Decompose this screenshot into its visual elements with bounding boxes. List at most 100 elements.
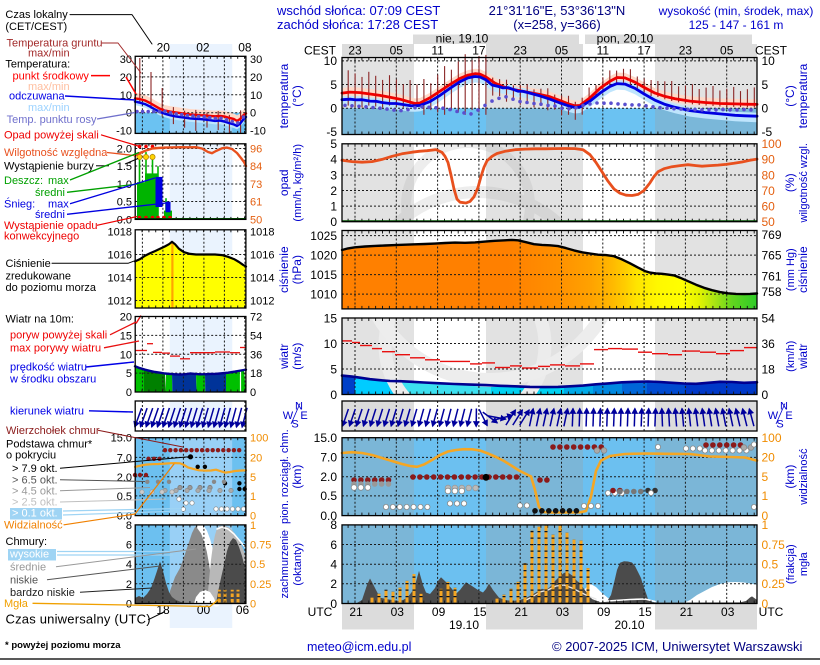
- svg-text:2.0: 2.0: [117, 472, 132, 484]
- svg-text:Wystąpienie burzy: Wystąpienie burzy: [4, 161, 94, 173]
- svg-text:30: 30: [250, 54, 262, 66]
- svg-text:0: 0: [330, 102, 337, 116]
- svg-text:1014: 1014: [250, 273, 274, 285]
- svg-text:758: 758: [762, 285, 782, 299]
- svg-text:21: 21: [515, 605, 529, 619]
- svg-text:1.5: 1.5: [117, 161, 132, 173]
- svg-text:wiatr: wiatr: [796, 344, 810, 370]
- svg-text:10: 10: [324, 54, 338, 68]
- svg-text:73: 73: [250, 179, 262, 191]
- svg-text:1018: 1018: [108, 227, 132, 239]
- svg-text:1010: 1010: [310, 287, 337, 301]
- svg-text:niskie: niskie: [10, 574, 38, 586]
- svg-text:761: 761: [762, 270, 782, 284]
- svg-text:0: 0: [330, 597, 337, 611]
- svg-text:do poziomu morza: do poziomu morza: [6, 282, 97, 294]
- svg-text:50: 50: [250, 214, 262, 226]
- svg-text:© 2007-2025 ICM, Uniwersytet W: © 2007-2025 ICM, Uniwersytet Warszawski: [552, 639, 803, 654]
- svg-text:temperatura: temperatura: [796, 63, 810, 128]
- svg-text:36: 36: [762, 337, 776, 351]
- svg-text:1012: 1012: [250, 296, 274, 308]
- svg-text:10: 10: [250, 90, 262, 102]
- svg-text:0: 0: [250, 387, 256, 399]
- svg-text:Ciśnienie: Ciśnienie: [6, 258, 51, 270]
- svg-text:100: 100: [250, 433, 268, 445]
- svg-text:09: 09: [432, 605, 446, 619]
- svg-text:średni: średni: [35, 187, 65, 199]
- svg-text:1016: 1016: [250, 250, 274, 262]
- svg-text:61: 61: [250, 197, 262, 209]
- svg-text:E: E: [300, 410, 307, 422]
- svg-text:5: 5: [330, 78, 337, 92]
- svg-text:23: 23: [348, 44, 362, 58]
- svg-text:23: 23: [679, 44, 693, 58]
- svg-text:5: 5: [126, 368, 132, 380]
- svg-text:Temp. punktu rosy: Temp. punktu rosy: [7, 114, 97, 126]
- svg-text:Widzialność: Widzialność: [4, 519, 63, 531]
- svg-text:7.0: 7.0: [320, 451, 337, 465]
- svg-text:4: 4: [330, 153, 337, 167]
- svg-text:8: 8: [126, 520, 132, 532]
- svg-text:Wierzchołek chmur: Wierzchołek chmur: [6, 425, 100, 437]
- svg-text:max/min: max/min: [28, 47, 70, 59]
- svg-text:1014: 1014: [108, 273, 132, 285]
- svg-text:opad: opad: [277, 169, 291, 196]
- svg-text:0: 0: [250, 108, 256, 120]
- svg-text:0: 0: [762, 102, 769, 116]
- svg-text:(km): (km): [290, 465, 304, 489]
- svg-text:54: 54: [762, 311, 776, 325]
- svg-text:5: 5: [250, 472, 256, 484]
- svg-text:UTC: UTC: [308, 605, 333, 619]
- svg-text:1016: 1016: [108, 250, 132, 262]
- svg-text:średnie: średnie: [10, 561, 46, 573]
- svg-text:Czas lokalny: Czas lokalny: [5, 9, 68, 21]
- svg-text:96: 96: [250, 144, 262, 156]
- svg-text:21: 21: [349, 605, 363, 619]
- svg-text:10: 10: [120, 349, 132, 361]
- svg-text:70: 70: [762, 184, 776, 198]
- svg-text:1018: 1018: [250, 227, 274, 239]
- svg-text:0.5: 0.5: [117, 491, 132, 503]
- svg-text:02: 02: [196, 41, 210, 55]
- svg-text:widzialność: widzialność: [798, 448, 810, 506]
- svg-text:769: 769: [762, 228, 782, 242]
- svg-text:6: 6: [330, 538, 337, 552]
- svg-text:11: 11: [597, 44, 610, 58]
- svg-text:20: 20: [157, 41, 171, 55]
- svg-text:100: 100: [762, 431, 782, 445]
- svg-text:(%): (%): [783, 173, 797, 192]
- svg-text:765: 765: [762, 249, 782, 263]
- svg-text:0: 0: [250, 599, 256, 611]
- svg-text:00: 00: [197, 603, 211, 617]
- svg-text:36: 36: [250, 349, 262, 361]
- svg-text:(m/s): (m/s): [290, 343, 304, 370]
- svg-text:20.10: 20.10: [614, 618, 644, 632]
- svg-text:30: 30: [120, 54, 132, 66]
- svg-text:prędkość wiatru: prędkość wiatru: [10, 362, 87, 374]
- svg-text:w środku obszaru: w środku obszaru: [9, 374, 96, 386]
- svg-text:Mgła: Mgła: [4, 598, 29, 610]
- svg-text:84: 84: [250, 161, 262, 173]
- svg-text:Chmury:: Chmury:: [6, 536, 48, 548]
- svg-text:(°C): (°C): [290, 85, 304, 106]
- svg-text:8: 8: [330, 518, 337, 532]
- svg-text:21: 21: [680, 605, 694, 619]
- svg-text:23: 23: [514, 44, 528, 58]
- svg-text:20: 20: [120, 312, 132, 324]
- svg-text:1012: 1012: [108, 296, 132, 308]
- svg-text:03: 03: [721, 605, 735, 619]
- svg-text:5: 5: [762, 470, 769, 484]
- svg-text:3: 3: [330, 168, 337, 182]
- svg-text:03: 03: [391, 605, 405, 619]
- svg-text:4: 4: [330, 557, 337, 571]
- svg-text:meteo@icm.edu.pl: meteo@icm.edu.pl: [307, 640, 411, 654]
- svg-text:17: 17: [637, 44, 651, 58]
- svg-text:(x=258, y=366): (x=258, y=366): [513, 17, 600, 32]
- svg-text:max porywy wiatru: max porywy wiatru: [10, 342, 101, 354]
- svg-text:max: max: [48, 175, 69, 187]
- svg-text:125 - 147 - 161 m: 125 - 147 - 161 m: [689, 18, 784, 32]
- svg-text:> 7.9 okt.: > 7.9 okt.: [12, 463, 58, 475]
- svg-text:Opad powyżej skali: Opad powyżej skali: [4, 130, 99, 142]
- svg-text:11: 11: [431, 44, 444, 58]
- svg-text:19.10: 19.10: [449, 618, 479, 632]
